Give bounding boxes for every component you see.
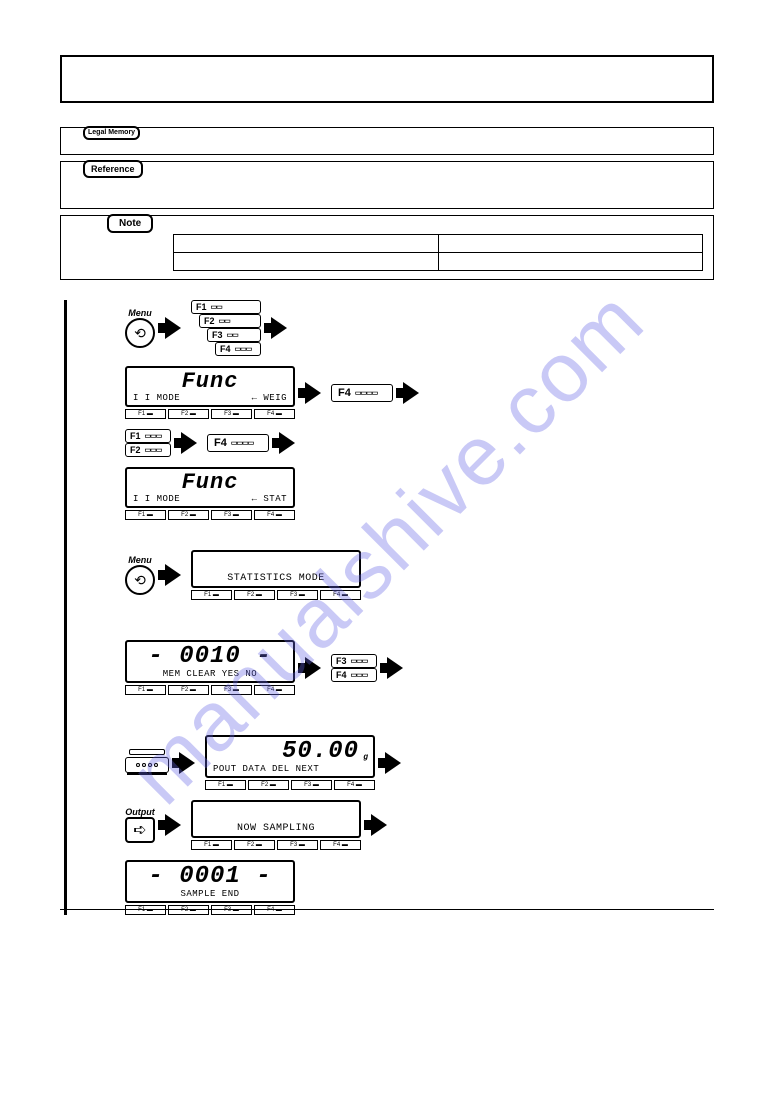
lcd-sub-right: ← WEIG	[252, 393, 287, 403]
lcd-screen: Func I I MODE ← STAT	[125, 467, 295, 508]
lcd-fkey-row: F1 ▬F2 ▬F3 ▬F4 ▬	[125, 685, 295, 695]
lcd-fkey-row: F1 ▬F2 ▬F3 ▬F4 ▬	[191, 590, 361, 600]
f4-key[interactable]: F4▭▭▭▭	[207, 434, 269, 452]
cycle-icon: ⟲	[134, 325, 146, 342]
flow-row: 50.00 g POUT DATA DEL NEXT F1 ▬F2 ▬F3 ▬F…	[125, 735, 714, 790]
table-cell	[174, 253, 439, 271]
lcd-main-text: - 0010 -	[133, 645, 287, 669]
arrow-icon	[271, 317, 287, 339]
f1-key[interactable]: F1▭▭▭	[125, 429, 171, 443]
f4-key[interactable]: F4▭▭▭▭	[331, 384, 393, 402]
arrow-icon	[181, 432, 197, 454]
f4-key[interactable]: F4▭▭▭	[331, 668, 377, 682]
f4-key[interactable]: F4▭▭▭	[215, 342, 261, 356]
lcd-sub-text: POUT DATA DEL NEXT	[213, 764, 319, 774]
f2-key[interactable]: F2▭▭	[199, 314, 261, 328]
arrow-icon	[165, 564, 181, 586]
flow-row: F1▭▭▭ F2▭▭▭ F4▭▭▭▭	[125, 429, 714, 457]
arrow-icon	[165, 814, 181, 836]
flow-container: Menu ⟲ F1▭▭ F2▭▭ F3▭▭ F4▭▭▭ Func I I MOD…	[64, 300, 714, 915]
f2-key[interactable]: F2▭▭▭	[125, 443, 171, 457]
cycle-icon: ⟲	[134, 572, 146, 589]
arrow-icon	[305, 382, 321, 404]
f3-key[interactable]: F3▭▭	[207, 328, 261, 342]
memory-info-box: Legal Memory	[60, 127, 714, 155]
lcd-screen: 50.00 g POUT DATA DEL NEXT	[205, 735, 375, 778]
lcd-text: NOW SAMPLING	[237, 823, 315, 834]
lcd-main-text: Func	[133, 371, 287, 393]
arrow-icon	[403, 382, 419, 404]
arrow-icon	[279, 432, 295, 454]
lcd-main-text: - 0001 -	[133, 865, 287, 889]
lcd-sub-text: SAMPLE END	[180, 889, 239, 899]
lcd-screen: - 0010 - MEM CLEAR YES NO	[125, 640, 295, 683]
menu-button[interactable]: Menu ⟲	[125, 555, 155, 595]
flow-row: Func I I MODE ← WEIG F1 ▬F2 ▬F3 ▬F4 ▬ F4…	[125, 366, 714, 419]
lcd-screen: STATISTICS MODE	[191, 550, 361, 588]
fkey-stack: F3▭▭▭ F4▭▭▭	[331, 654, 377, 682]
flow-row: Menu ⟲ STATISTICS MODE F1 ▬F2 ▬F3 ▬F4 ▬	[125, 550, 714, 600]
lcd-fkey-row: F1 ▬F2 ▬F3 ▬F4 ▬	[205, 780, 375, 790]
lcd-screen: Func I I MODE ← WEIG	[125, 366, 295, 407]
menu-button[interactable]: Menu ⟲	[125, 308, 155, 348]
memory-badge: Legal Memory	[83, 126, 140, 140]
output-label: Output	[125, 807, 155, 817]
footer-divider	[60, 909, 714, 910]
lcd-fkey-row: F1 ▬F2 ▬F3 ▬F4 ▬	[125, 409, 295, 419]
fkey-stack: F1▭▭▭ F2▭▭▭	[125, 429, 171, 457]
lcd-fkey-row: F1 ▬F2 ▬F3 ▬F4 ▬	[125, 510, 295, 520]
lcd-fkey-row: F1 ▬F2 ▬F3 ▬F4 ▬	[125, 905, 295, 915]
arrow-icon	[305, 657, 321, 679]
table-cell	[438, 235, 703, 253]
flow-row: Output ➪ NOW SAMPLING F1 ▬F2 ▬F3 ▬F4 ▬	[125, 800, 714, 850]
note-badge: Note	[107, 214, 153, 233]
reference-badge: Reference	[83, 160, 143, 178]
table-cell	[174, 235, 439, 253]
lcd-fkey-row: F1 ▬F2 ▬F3 ▬F4 ▬	[191, 840, 361, 850]
f3-key[interactable]: F3▭▭▭	[331, 654, 377, 668]
lcd-sub-text: MEM CLEAR YES NO	[163, 669, 257, 679]
lcd-sub-right: ← STAT	[252, 494, 287, 504]
flow-row: Menu ⟲ F1▭▭ F2▭▭ F3▭▭ F4▭▭▭	[125, 300, 714, 356]
lcd-main-text: 50.00	[282, 738, 359, 765]
scale-icon	[125, 749, 169, 776]
arrow-icon	[387, 657, 403, 679]
arrow-icon	[165, 317, 181, 339]
table-cell	[438, 253, 703, 271]
menu-label: Menu	[128, 555, 152, 565]
note-table	[173, 234, 703, 271]
output-arrow-icon: ➪	[133, 820, 146, 840]
lcd-sub-left: I I MODE	[133, 494, 180, 504]
title-box	[60, 55, 714, 103]
output-button[interactable]: Output ➪	[125, 807, 155, 843]
lcd-text: STATISTICS MODE	[227, 573, 325, 584]
reference-info-box: Reference	[60, 161, 714, 209]
arrow-icon	[371, 814, 387, 836]
lcd-screen: - 0001 - SAMPLE END	[125, 860, 295, 903]
arrow-icon	[385, 752, 401, 774]
lcd-unit: g	[363, 754, 369, 762]
lcd-screen: NOW SAMPLING	[191, 800, 361, 838]
f1-key[interactable]: F1▭▭	[191, 300, 261, 314]
flow-row: - 0001 - SAMPLE END F1 ▬F2 ▬F3 ▬F4 ▬	[125, 860, 714, 915]
lcd-sub-left: I I MODE	[133, 393, 180, 403]
arrow-icon	[179, 752, 195, 774]
page-container: Legal Memory Reference Note Menu ⟲ F1▭▭ …	[0, 0, 774, 955]
menu-label: Menu	[128, 308, 152, 318]
lcd-main-text: Func	[133, 472, 287, 494]
fkey-stack: F1▭▭ F2▭▭ F3▭▭ F4▭▭▭	[191, 300, 261, 356]
flow-row: - 0010 - MEM CLEAR YES NO F1 ▬F2 ▬F3 ▬F4…	[125, 640, 714, 695]
flow-row: Func I I MODE ← STAT F1 ▬F2 ▬F3 ▬F4 ▬	[125, 467, 714, 520]
note-box: Note	[60, 215, 714, 280]
